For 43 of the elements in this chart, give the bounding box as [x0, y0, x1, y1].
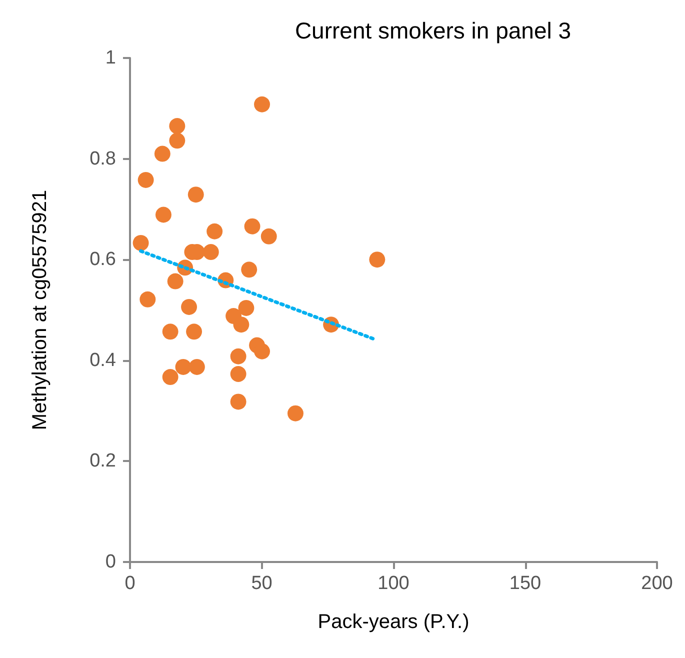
- point: [186, 324, 202, 340]
- point: [206, 223, 223, 240]
- point: [254, 343, 270, 360]
- point: [155, 206, 172, 223]
- point: [230, 348, 246, 364]
- point: [132, 234, 149, 251]
- y-axis-title: Methylation at cg05575921: [29, 190, 51, 430]
- point: [181, 298, 198, 315]
- point: [244, 218, 260, 234]
- point: [233, 316, 250, 333]
- point: [260, 228, 277, 244]
- x-tick-label: 50: [251, 573, 272, 594]
- point: [167, 273, 184, 290]
- point: [230, 394, 246, 410]
- point: [241, 262, 258, 278]
- point: [138, 172, 154, 188]
- point: [188, 358, 205, 375]
- point: [140, 291, 156, 308]
- y-tick-label: 0.8: [90, 148, 116, 170]
- point: [162, 369, 178, 386]
- y-tick-label: 0.4: [90, 350, 116, 371]
- point: [369, 252, 386, 268]
- point: [230, 366, 246, 382]
- point: [169, 132, 186, 149]
- point: [202, 244, 219, 260]
- point: [169, 118, 186, 134]
- point: [162, 324, 178, 340]
- point: [188, 186, 204, 203]
- x-axis-title: Pack-years (P.Y.): [318, 611, 470, 633]
- y-tick-label: 0.2: [90, 450, 116, 472]
- y-tick-label: 0.6: [90, 249, 116, 270]
- x-tick-label: 0: [124, 573, 136, 594]
- point: [287, 405, 304, 422]
- point: [254, 96, 270, 112]
- chart-title: Current smokers in panel 3: [294, 18, 572, 44]
- x-tick-label: 200: [641, 573, 673, 594]
- x-tick-label: 150: [509, 573, 542, 594]
- point: [238, 300, 254, 316]
- y-tick-label: 1: [105, 48, 116, 68]
- point: [154, 146, 170, 162]
- y-tick-label: 0: [105, 552, 116, 572]
- point: [175, 358, 192, 375]
- x-tick-label: 100: [378, 573, 410, 594]
